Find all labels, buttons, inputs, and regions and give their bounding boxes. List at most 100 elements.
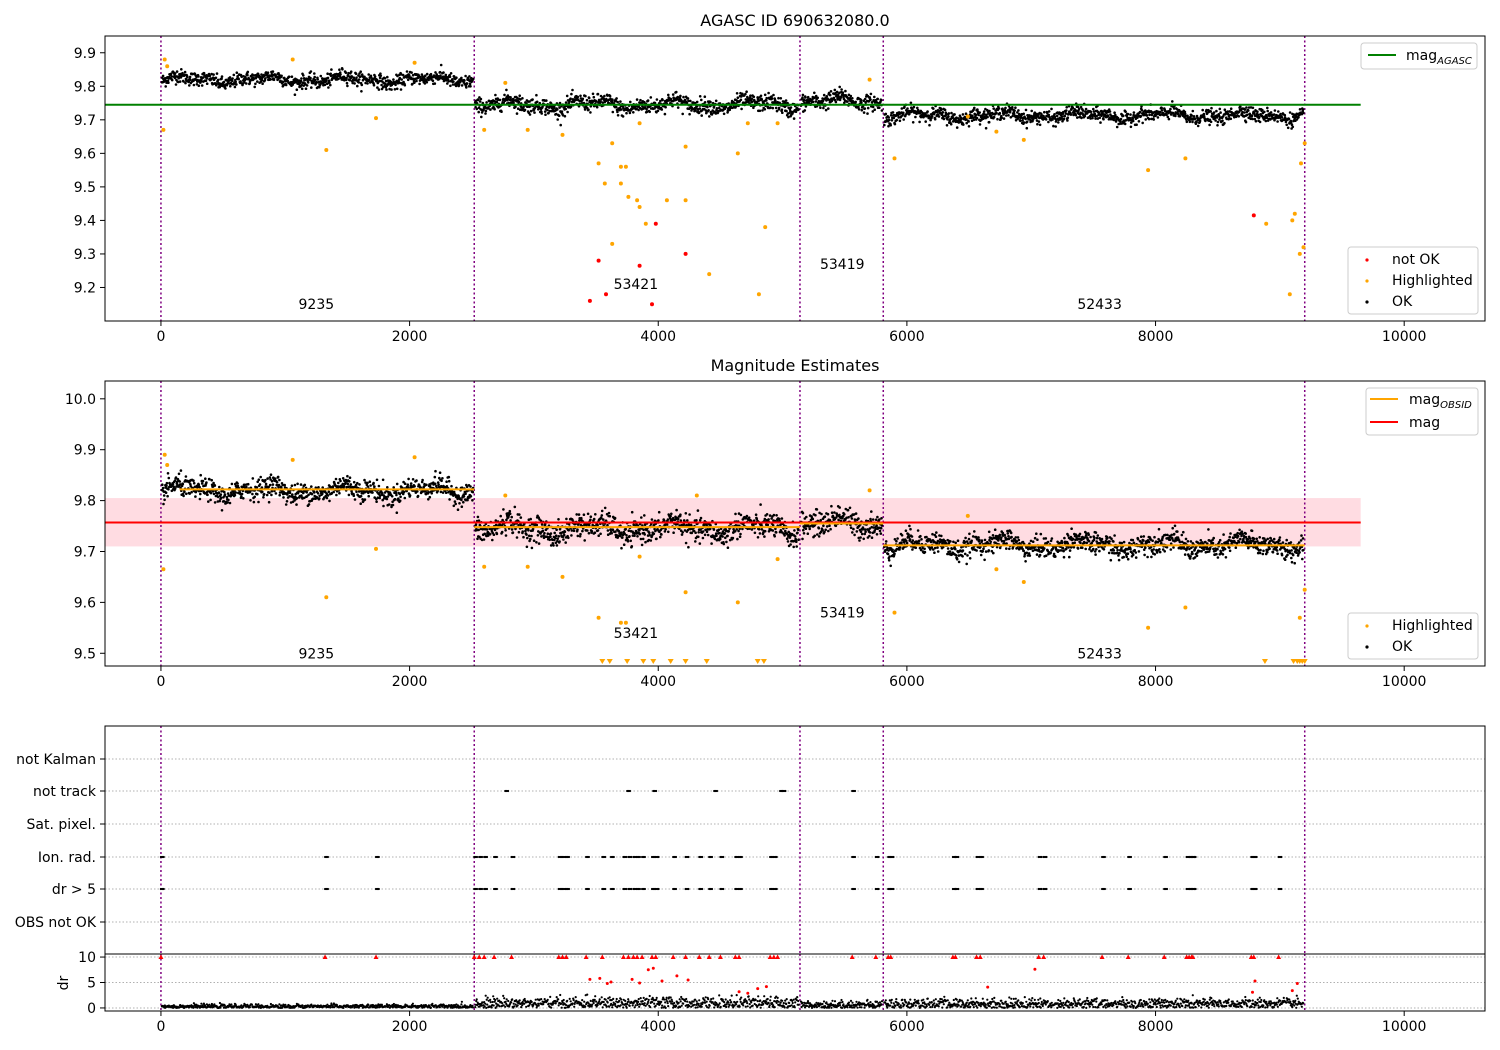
ok-point [209, 498, 212, 502]
ok-point [859, 98, 863, 102]
ok-point [164, 491, 168, 495]
ok-point [570, 534, 573, 537]
ok-point [873, 108, 876, 111]
ok-point [441, 75, 445, 78]
ok-point [870, 510, 873, 513]
ok-point [1219, 111, 1222, 114]
ok-point [593, 531, 597, 534]
ok-point [801, 511, 805, 515]
ok-point [982, 110, 986, 113]
ok-point [288, 491, 292, 495]
ok-point [771, 529, 775, 532]
ok-point [581, 529, 584, 533]
ok-point [835, 90, 839, 94]
ok-point [887, 124, 890, 128]
ok-point [495, 532, 499, 536]
ok-point [679, 513, 682, 516]
ok-point [174, 83, 178, 86]
ok-point [337, 481, 340, 485]
ok-point [348, 480, 351, 483]
ok-point [329, 72, 333, 76]
y-tick-label: 9.6 [74, 146, 96, 162]
ok-point [513, 505, 517, 509]
ok-point [189, 78, 192, 82]
ok-point [869, 98, 872, 101]
ok-point [582, 101, 586, 105]
ok-point [628, 535, 631, 538]
ok-point [723, 532, 727, 535]
ok-point [285, 500, 289, 503]
ok-point [171, 482, 175, 486]
ok-point [369, 484, 372, 487]
ok-point [316, 78, 320, 81]
ok-point [697, 111, 701, 114]
ok-point [487, 107, 490, 110]
ok-point [448, 75, 452, 79]
ok-point [316, 492, 320, 495]
ok-point [278, 493, 282, 497]
ok-point [265, 493, 269, 497]
ok-point [853, 518, 857, 521]
ok-point [510, 515, 513, 519]
ok-point [556, 537, 559, 540]
ok-point [378, 76, 382, 80]
legend-label-highlighted: Highlighted [1392, 273, 1473, 289]
ok-point [724, 536, 727, 540]
ok-point [338, 68, 341, 71]
ok-point [533, 111, 536, 114]
y-tick-label: 9.3 [74, 247, 96, 263]
ok-point [1273, 109, 1277, 112]
ok-point [1171, 100, 1174, 103]
ok-point [183, 73, 186, 77]
ok-point [868, 96, 872, 99]
ok-point [310, 485, 313, 488]
ok-point [355, 76, 358, 79]
ok-point [268, 491, 271, 495]
highlighted-point [637, 121, 642, 126]
ok-point [616, 114, 620, 117]
ok-point [585, 98, 589, 102]
ok-point [600, 98, 603, 101]
ok-point [512, 101, 515, 105]
ok-point [381, 478, 385, 482]
ok-point [448, 498, 451, 501]
ok-point [947, 115, 950, 118]
ok-point [834, 100, 838, 104]
ok-point [519, 516, 523, 519]
ok-point [302, 74, 305, 77]
ok-point [406, 78, 410, 82]
ok-point [774, 531, 778, 534]
ok-point [640, 543, 644, 547]
ok-point [715, 107, 719, 110]
ok-point [700, 114, 703, 117]
ok-point [814, 100, 818, 103]
ok-point [1251, 117, 1254, 121]
ok-point [181, 482, 185, 486]
highlighted-point [1146, 168, 1151, 173]
ok-point [695, 100, 699, 104]
ok-point [255, 492, 259, 496]
ok-point [1196, 124, 1200, 128]
ok-point [458, 80, 462, 84]
ok-point [750, 97, 754, 100]
ok-point [392, 486, 396, 489]
ok-point [684, 512, 688, 515]
ok-point [830, 504, 833, 508]
ok-point [1216, 120, 1220, 124]
ok-point [1169, 107, 1172, 111]
ok-point [229, 84, 232, 88]
ok-point [254, 82, 257, 86]
ok-point [245, 82, 248, 85]
highlighted-point [745, 121, 750, 126]
ok-point [284, 503, 288, 506]
ok-point [806, 95, 810, 99]
ok-point [267, 500, 271, 504]
ok-point [642, 528, 645, 531]
ok-point [821, 101, 824, 105]
ok-point [373, 75, 377, 78]
ok-point [165, 484, 168, 488]
ok-point [338, 491, 341, 495]
ok-point [182, 494, 185, 498]
ok-point [701, 536, 705, 540]
ok-point [344, 71, 348, 74]
